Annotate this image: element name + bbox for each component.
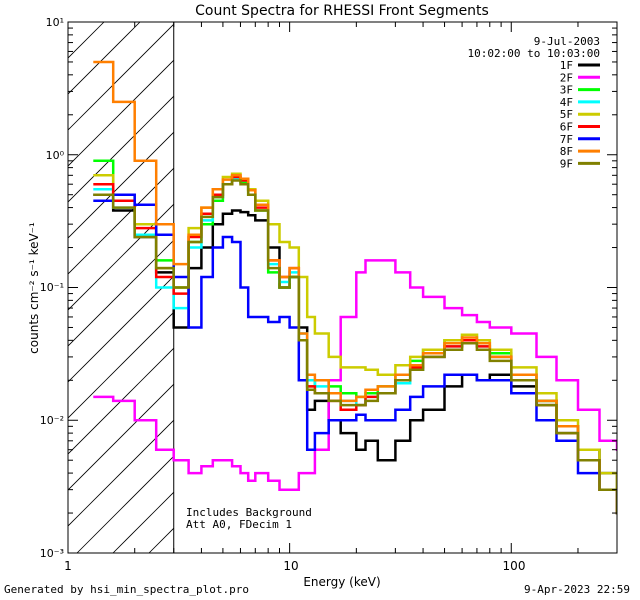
x-tick-label-10: 10 [283, 559, 298, 573]
legend-label-2f: 2F [560, 71, 573, 84]
y-tick-label-1e-3: 10⁻³ [40, 547, 64, 560]
legend-label-4f: 4F [560, 96, 573, 109]
chart-title: Count Spectra for RHESSI Front Segments [195, 3, 489, 19]
x-tick-label-1: 1 [64, 559, 72, 573]
axis-ticks [67, 21, 618, 554]
y-tick-label-1e-2: 10⁻² [40, 414, 64, 427]
y-axis-label: counts cm⁻² s⁻¹ keV⁻¹ [27, 222, 41, 354]
y-tick-label-1e1: 10¹ [46, 16, 64, 29]
hatch-line [68, 239, 174, 347]
series-line-7f [93, 193, 617, 515]
footer-generator: Generated by hsi_min_spectra_plot.pro [4, 583, 250, 596]
footer-timestamp: 9-Apr-2023 22:59 [524, 583, 630, 596]
hatch-line [68, 23, 174, 131]
legend-label-3f: 3F [560, 84, 573, 97]
time-range: 10:02:00 to 10:03:00 [468, 47, 600, 60]
excluded-energy-hatch [68, 22, 174, 553]
annotation-attenuator: Att A0, FDecim 1 [186, 518, 292, 531]
observation-date: 9-Jul-2003 [534, 35, 600, 48]
hatch-line [68, 419, 174, 527]
hatch-line [68, 275, 174, 383]
series-line-8f [93, 60, 617, 515]
legend-label-1f: 1F [560, 59, 573, 72]
annotation-background: Includes Background [186, 506, 312, 519]
legend-label-7f: 7F [560, 133, 573, 146]
series-layer [93, 60, 617, 515]
y-tick-label-1e-1: 10⁻¹ [40, 281, 64, 294]
series-line-2f [93, 259, 617, 491]
hatch-line [68, 383, 174, 491]
hatch-line [76, 455, 174, 553]
legend-label-5f: 5F [560, 108, 573, 121]
legend-label-6f: 6F [560, 121, 573, 134]
hatch-line [68, 95, 174, 203]
hatch-line [68, 203, 174, 311]
legend-label-8f: 8F [560, 145, 573, 158]
x-tick-label-100: 100 [503, 559, 526, 573]
y-tick-label-1e0: 10⁰ [46, 149, 65, 162]
x-axis-label: Energy (keV) [303, 575, 380, 589]
series-line-9f [93, 179, 617, 515]
hatch-line [68, 59, 174, 167]
series-line-1f [93, 193, 617, 515]
legend-label-9f: 9F [560, 157, 573, 170]
plot-frame [67, 21, 618, 554]
